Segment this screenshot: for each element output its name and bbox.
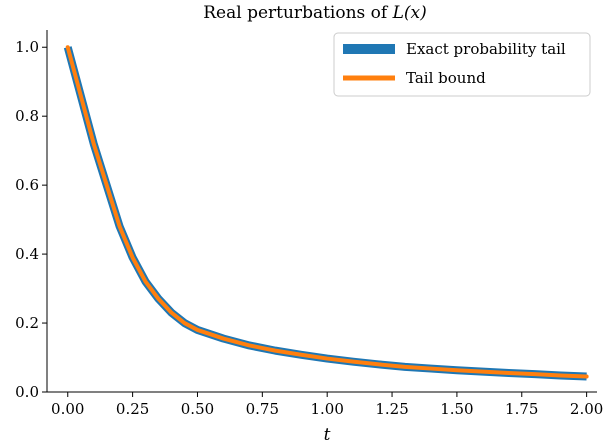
x-tick-label: 0.25 bbox=[116, 400, 149, 418]
x-tick-label: 0.75 bbox=[246, 400, 279, 418]
legend-swatch-exact-tail bbox=[343, 44, 395, 54]
series-line-tail-bound bbox=[65, 45, 589, 379]
chart-title-prefix: Real perturbations of bbox=[203, 3, 392, 23]
x-tick-label: 1.00 bbox=[310, 400, 343, 418]
x-tick-label: 0.00 bbox=[51, 400, 84, 418]
y-tick-label: 0.6 bbox=[15, 176, 39, 194]
x-tick-label: 0.50 bbox=[181, 400, 214, 418]
y-tick-label: 1.0 bbox=[15, 38, 39, 56]
ticks-layer: 0.00 0.25 0.50 0.75 1.00 1.25 1.50 1.75 2.00 0.0 0… bbox=[15, 38, 603, 418]
y-tick-label: 0.2 bbox=[15, 314, 39, 332]
legend: Exact probability tail Tail bound bbox=[333, 32, 591, 97]
chart-title-math: L(x) bbox=[392, 3, 427, 23]
legend-frame bbox=[333, 32, 591, 97]
axes-layer bbox=[46, 30, 597, 393]
y-tick-label: 0.4 bbox=[15, 245, 39, 263]
x-tick-label: 2.00 bbox=[570, 400, 603, 418]
y-tick-label: 0.8 bbox=[15, 107, 39, 125]
x-tick-label: 1.25 bbox=[375, 400, 408, 418]
series-layer bbox=[63, 45, 589, 381]
series-line-exact-probability-tail bbox=[63, 46, 587, 381]
y-tick-label: 0.0 bbox=[15, 383, 39, 401]
legend-label-exact-tail: Exact probability tail bbox=[406, 40, 566, 58]
chart-title: Real perturbations of L(x) bbox=[203, 3, 427, 23]
legend-label-tail-bound: Tail bound bbox=[406, 69, 486, 87]
x-tick-label: 1.50 bbox=[440, 400, 473, 418]
x-axis-label: t bbox=[324, 425, 331, 445]
x-tick-label: 1.75 bbox=[505, 400, 538, 418]
